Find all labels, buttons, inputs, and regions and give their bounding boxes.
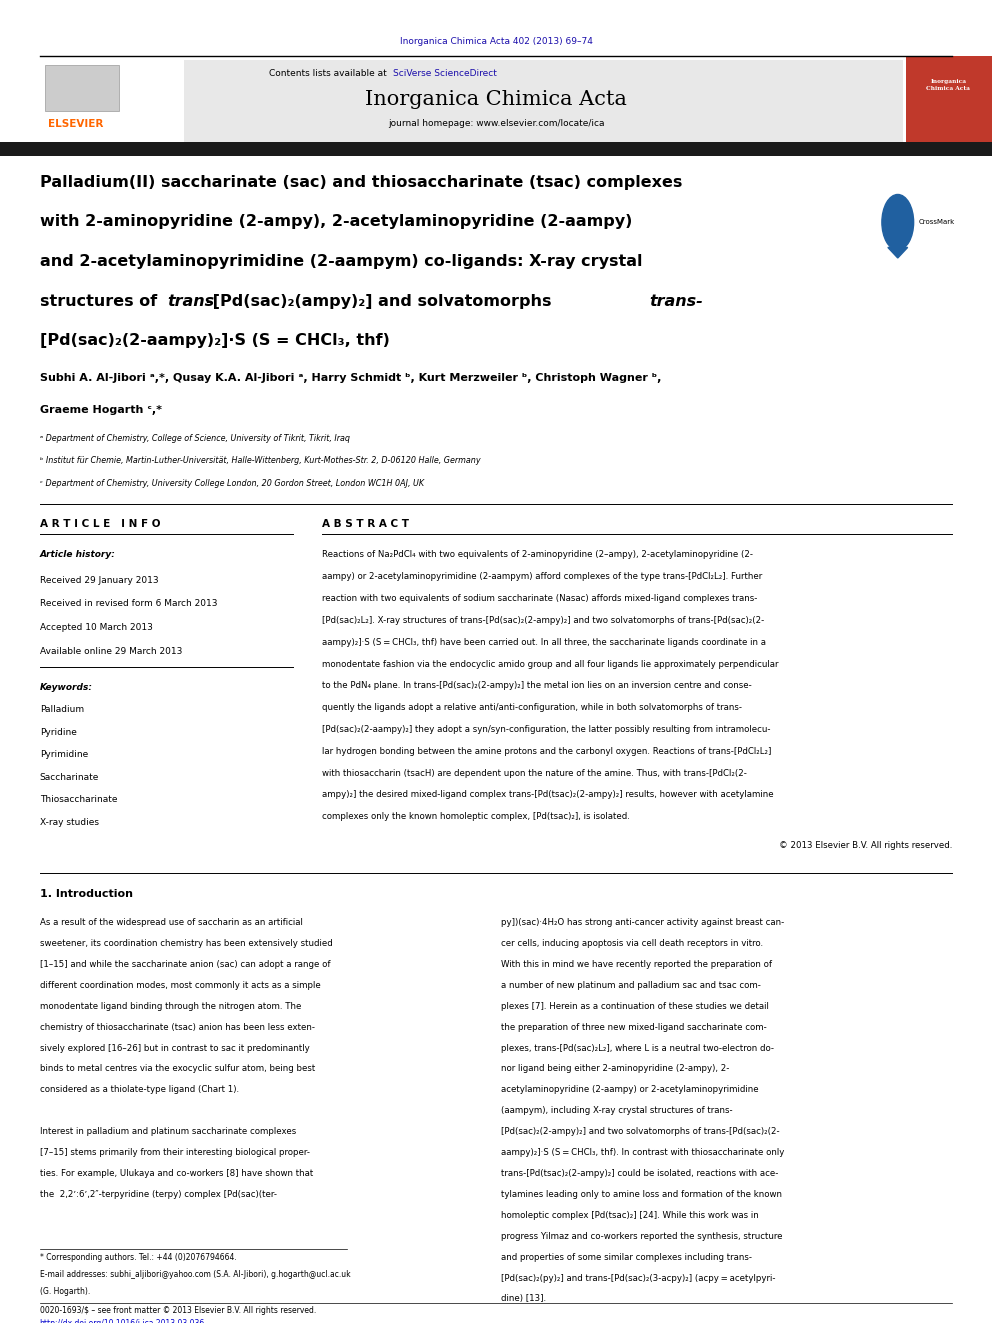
Text: trans-: trans-: [650, 294, 703, 308]
Text: -[Pd(sac)₂(ampy)₂] and solvatomorphs: -[Pd(sac)₂(ampy)₂] and solvatomorphs: [206, 294, 558, 308]
Text: Keywords:: Keywords:: [40, 683, 92, 692]
Text: 0020-1693/$ – see front matter © 2013 Elsevier B.V. All rights reserved.: 0020-1693/$ – see front matter © 2013 El…: [40, 1306, 315, 1315]
Text: reaction with two equivalents of sodium saccharinate (Nasac) affords mixed-ligan: reaction with two equivalents of sodium …: [322, 594, 758, 603]
Text: monodentate fashion via the endocyclic amido group and all four ligands lie appr: monodentate fashion via the endocyclic a…: [322, 660, 779, 668]
Text: [Pd(sac)₂L₂]. X-ray structures of trans-[Pd(sac)₂(2-ampy)₂] and two solvatomorph: [Pd(sac)₂L₂]. X-ray structures of trans-…: [322, 617, 765, 624]
Text: A B S T R A C T: A B S T R A C T: [322, 519, 410, 529]
Text: ampy)₂] the desired mixed-ligand complex trans-[Pd(tsac)₂(2-ampy)₂] results, how: ampy)₂] the desired mixed-ligand complex…: [322, 791, 774, 799]
FancyBboxPatch shape: [45, 65, 119, 111]
Text: py])(sac)·4H₂O has strong anti-cancer activity against breast can-: py])(sac)·4H₂O has strong anti-cancer ac…: [501, 918, 785, 927]
Text: [7–15] stems primarily from their interesting biological proper-: [7–15] stems primarily from their intere…: [40, 1148, 310, 1158]
Text: Inorganica Chimica Acta 402 (2013) 69–74: Inorganica Chimica Acta 402 (2013) 69–74: [400, 37, 592, 46]
Text: structures of: structures of: [40, 294, 163, 308]
Text: with 2-aminopyridine (2-ampy), 2-acetylaminopyridine (2-aampy): with 2-aminopyridine (2-ampy), 2-acetyla…: [40, 214, 632, 229]
Text: As a result of the widespread use of saccharin as an artificial: As a result of the widespread use of sac…: [40, 918, 303, 927]
Text: Thiosaccharinate: Thiosaccharinate: [40, 795, 117, 804]
Text: [1–15] and while the saccharinate anion (sac) can adopt a range of: [1–15] and while the saccharinate anion …: [40, 960, 330, 968]
Text: Inorganica
Chimica Acta: Inorganica Chimica Acta: [927, 79, 970, 90]
Text: aampy)₂]·S (S = CHCl₃, thf). In contrast with thiosaccharinate only: aampy)₂]·S (S = CHCl₃, thf). In contrast…: [501, 1148, 785, 1158]
Text: ᶜ Department of Chemistry, University College London, 20 Gordon Street, London W: ᶜ Department of Chemistry, University Co…: [40, 479, 424, 488]
Text: SciVerse ScienceDirect: SciVerse ScienceDirect: [393, 69, 497, 78]
Text: aampy) or 2-acetylaminopyrimidine (2-aampym) afford complexes of the type trans-: aampy) or 2-acetylaminopyrimidine (2-aam…: [322, 572, 763, 581]
Text: Saccharinate: Saccharinate: [40, 773, 99, 782]
Text: ᵃ Department of Chemistry, College of Science, University of Tikrit, Tikrit, Ira: ᵃ Department of Chemistry, College of Sc…: [40, 434, 349, 443]
Text: Article history:: Article history:: [40, 550, 115, 560]
Text: chemistry of thiosaccharinate (tsac) anion has been less exten-: chemistry of thiosaccharinate (tsac) ani…: [40, 1023, 314, 1032]
Text: and 2-acetylaminopyrimidine (2-aampym) co-ligands: X-ray crystal: and 2-acetylaminopyrimidine (2-aampym) c…: [40, 254, 642, 269]
Text: journal homepage: www.elsevier.com/locate/ica: journal homepage: www.elsevier.com/locat…: [388, 119, 604, 128]
Text: (aampym), including X-ray crystal structures of trans-: (aampym), including X-ray crystal struct…: [501, 1106, 732, 1115]
Text: Palladium(II) saccharinate (sac) and thiosaccharinate (tsac) complexes: Palladium(II) saccharinate (sac) and thi…: [40, 175, 682, 189]
Text: sively explored [16–26] but in contrast to sac it predominantly: sively explored [16–26] but in contrast …: [40, 1044, 310, 1053]
Text: [Pd(sac)₂(2-aampy)₂]·S (S = CHCl₃, thf): [Pd(sac)₂(2-aampy)₂]·S (S = CHCl₃, thf): [40, 333, 390, 348]
Text: dine) [13].: dine) [13].: [501, 1294, 546, 1303]
Text: Available online 29 March 2013: Available online 29 March 2013: [40, 647, 183, 656]
Text: Reactions of Na₂PdCl₄ with two equivalents of 2-aminopyridine (2–ampy), 2-acetyl: Reactions of Na₂PdCl₄ with two equivalen…: [322, 550, 753, 560]
Text: considered as a thiolate-type ligand (Chart 1).: considered as a thiolate-type ligand (Ch…: [40, 1085, 239, 1094]
Text: Pyridine: Pyridine: [40, 728, 76, 737]
Text: different coordination modes, most commonly it acts as a simple: different coordination modes, most commo…: [40, 980, 320, 990]
Text: Subhi A. Al-Jibori ᵃ,*, Qusay K.A. Al-Jibori ᵃ, Harry Schmidt ᵇ, Kurt Merzweiler: Subhi A. Al-Jibori ᵃ,*, Qusay K.A. Al-Ji…: [40, 373, 661, 384]
Polygon shape: [888, 247, 908, 258]
Text: Graeme Hogarth ᶜ,*: Graeme Hogarth ᶜ,*: [40, 405, 162, 415]
Text: to the PdN₄ plane. In trans-[Pd(sac)₂(2-ampy)₂] the metal ion lies on an inversi: to the PdN₄ plane. In trans-[Pd(sac)₂(2-…: [322, 681, 752, 691]
Text: A R T I C L E   I N F O: A R T I C L E I N F O: [40, 519, 160, 529]
Text: [Pd(sac)₂(py)₂] and trans-[Pd(sac)₂(3-acpy)₂] (acpy = acetylpyri-: [Pd(sac)₂(py)₂] and trans-[Pd(sac)₂(3-ac…: [501, 1274, 776, 1282]
Text: Inorganica Chimica Acta: Inorganica Chimica Acta: [365, 90, 627, 108]
Text: Received in revised form 6 March 2013: Received in revised form 6 March 2013: [40, 599, 217, 609]
Text: [Pd(sac)₂(2-aampy)₂] they adopt a syn/syn-configuration, the latter possibly res: [Pd(sac)₂(2-aampy)₂] they adopt a syn/sy…: [322, 725, 771, 734]
Text: © 2013 Elsevier B.V. All rights reserved.: © 2013 Elsevier B.V. All rights reserved…: [779, 841, 952, 849]
Text: * Corresponding authors. Tel.: +44 (0)2076794664.: * Corresponding authors. Tel.: +44 (0)20…: [40, 1253, 236, 1262]
Text: acetylaminopyridine (2-aampy) or 2-acetylaminopyrimidine: acetylaminopyridine (2-aampy) or 2-acety…: [501, 1085, 759, 1094]
Text: http://dx.doi.org/10.1016/j.ica.2013.03.036: http://dx.doi.org/10.1016/j.ica.2013.03.…: [40, 1319, 205, 1323]
Text: aampy)₂]·S (S = CHCl₃, thf) have been carried out. In all three, the saccharinat: aampy)₂]·S (S = CHCl₃, thf) have been ca…: [322, 638, 767, 647]
Text: With this in mind we have recently reported the preparation of: With this in mind we have recently repor…: [501, 960, 772, 968]
Text: Received 29 January 2013: Received 29 January 2013: [40, 576, 159, 585]
Text: tylamines leading only to amine loss and formation of the known: tylamines leading only to amine loss and…: [501, 1189, 782, 1199]
FancyBboxPatch shape: [40, 60, 903, 142]
Text: Pyrimidine: Pyrimidine: [40, 750, 88, 759]
Text: with thiosaccharin (tsacH) are dependent upon the nature of the amine. Thus, wit: with thiosaccharin (tsacH) are dependent…: [322, 769, 747, 778]
Text: lar hydrogen bonding between the amine protons and the carbonyl oxygen. Reaction: lar hydrogen bonding between the amine p…: [322, 746, 772, 755]
Text: ties. For example, Ulukaya and co-workers [8] have shown that: ties. For example, Ulukaya and co-worker…: [40, 1170, 312, 1177]
Text: cer cells, inducing apoptosis via cell death receptors in vitro.: cer cells, inducing apoptosis via cell d…: [501, 939, 763, 949]
FancyBboxPatch shape: [40, 60, 184, 142]
Text: the preparation of three new mixed-ligand saccharinate com-: the preparation of three new mixed-ligan…: [501, 1023, 767, 1032]
Text: Interest in palladium and platinum saccharinate complexes: Interest in palladium and platinum sacch…: [40, 1127, 296, 1136]
Ellipse shape: [882, 194, 914, 250]
Text: sweetener, its coordination chemistry has been extensively studied: sweetener, its coordination chemistry ha…: [40, 939, 332, 949]
Text: complexes only the known homoleptic complex, [Pd(tsac)₂], is isolated.: complexes only the known homoleptic comp…: [322, 812, 630, 822]
FancyBboxPatch shape: [0, 142, 992, 156]
Text: Accepted 10 March 2013: Accepted 10 March 2013: [40, 623, 153, 632]
Text: quently the ligands adopt a relative anti/anti-configuration, while in both solv: quently the ligands adopt a relative ant…: [322, 704, 742, 712]
Text: and properties of some similar complexes including trans-: and properties of some similar complexes…: [501, 1253, 752, 1262]
Text: progress Yilmaz and co-workers reported the synthesis, structure: progress Yilmaz and co-workers reported …: [501, 1232, 783, 1241]
Text: 1. Introduction: 1. Introduction: [40, 889, 133, 900]
Text: homoleptic complex [Pd(tsac)₂] [24]. While this work was in: homoleptic complex [Pd(tsac)₂] [24]. Whi…: [501, 1211, 759, 1220]
Text: binds to metal centres via the exocyclic sulfur atom, being best: binds to metal centres via the exocyclic…: [40, 1065, 314, 1073]
Text: monodentate ligand binding through the nitrogen atom. The: monodentate ligand binding through the n…: [40, 1002, 301, 1011]
FancyBboxPatch shape: [906, 56, 992, 142]
Text: plexes, trans-[Pd(sac)₂L₂], where L is a neutral two-electron do-: plexes, trans-[Pd(sac)₂L₂], where L is a…: [501, 1044, 774, 1053]
Text: Contents lists available at: Contents lists available at: [269, 69, 390, 78]
Text: a number of new platinum and palladium sac and tsac com-: a number of new platinum and palladium s…: [501, 980, 761, 990]
Text: Palladium: Palladium: [40, 705, 83, 714]
Text: E-mail addresses: subhi_aljibori@yahoo.com (S.A. Al-Jibori), g.hogarth@ucl.ac.uk: E-mail addresses: subhi_aljibori@yahoo.c…: [40, 1270, 350, 1279]
Text: trans-[Pd(tsac)₂(2-ampy)₂] could be isolated, reactions with ace-: trans-[Pd(tsac)₂(2-ampy)₂] could be isol…: [501, 1170, 779, 1177]
Text: nor ligand being either 2-aminopyridine (2-ampy), 2-: nor ligand being either 2-aminopyridine …: [501, 1065, 729, 1073]
Text: [Pd(sac)₂(2-ampy)₂] and two solvatomorphs of trans-[Pd(sac)₂(2-: [Pd(sac)₂(2-ampy)₂] and two solvatomorph…: [501, 1127, 780, 1136]
Text: ELSEVIER: ELSEVIER: [48, 119, 103, 130]
Text: plexes [7]. Herein as a continuation of these studies we detail: plexes [7]. Herein as a continuation of …: [501, 1002, 769, 1011]
Text: (G. Hogarth).: (G. Hogarth).: [40, 1287, 90, 1297]
Text: X-ray studies: X-ray studies: [40, 818, 98, 827]
Text: trans: trans: [168, 294, 215, 308]
Text: the  2,2ʼ:6ʼ,2″-terpyridine (terpy) complex [Pd(sac)(ter-: the 2,2ʼ:6ʼ,2″-terpyridine (terpy) compl…: [40, 1189, 277, 1199]
Text: ᵇ Institut für Chemie, Martin-Luther-Universität, Halle-Wittenberg, Kurt-Mothes-: ᵇ Institut für Chemie, Martin-Luther-Uni…: [40, 456, 480, 466]
Text: CrossMark: CrossMark: [919, 220, 955, 225]
